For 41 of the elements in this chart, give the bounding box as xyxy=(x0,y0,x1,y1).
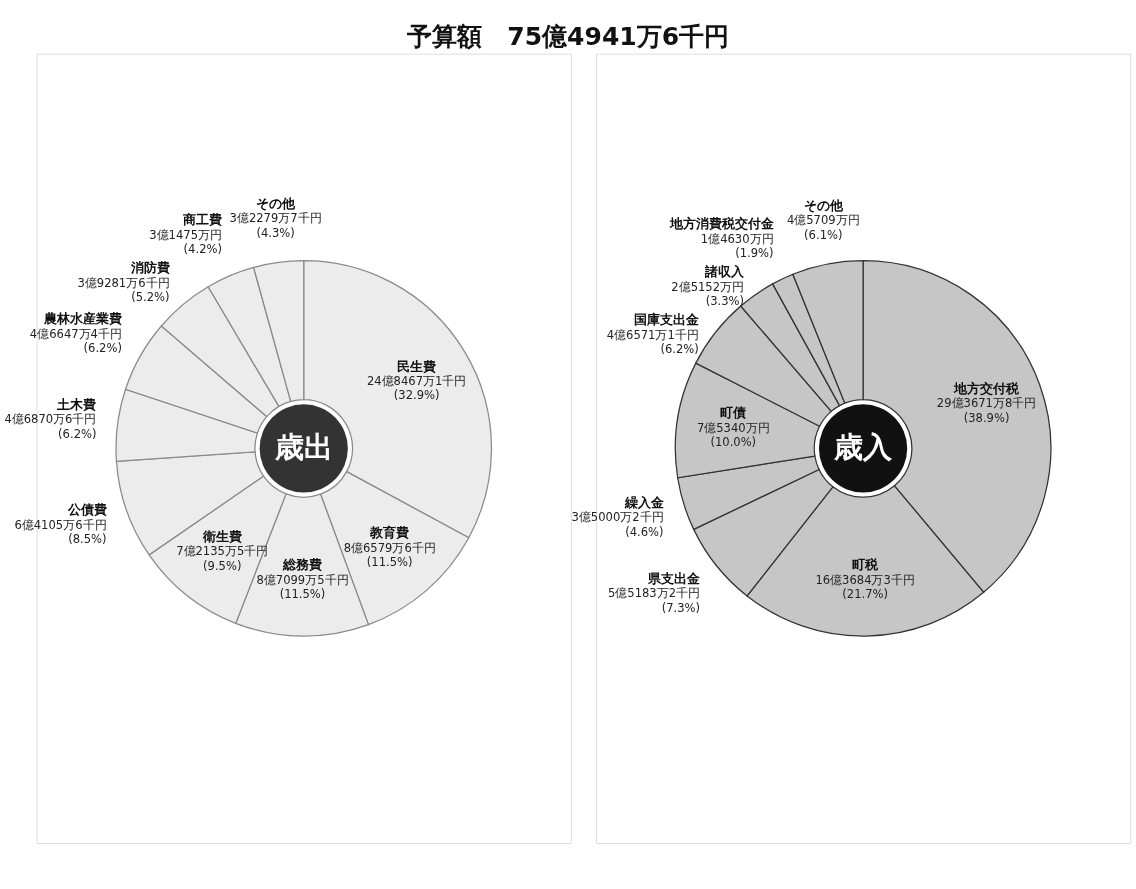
text: 歳入 xyxy=(833,430,894,465)
data-label: 4億5709万円 (6.1%) xyxy=(786,213,860,242)
slice-label: 総務費 xyxy=(282,556,322,573)
data-label: 3億1475万円 (4.2%) xyxy=(149,227,222,257)
slice-label: その他 xyxy=(803,197,844,214)
slice-label: 土木費 xyxy=(56,395,97,412)
data-label: 29億3671万8千円 (38.9%) xyxy=(936,396,1037,425)
text: 歳出 xyxy=(273,430,333,465)
slice-label: 町税 xyxy=(852,556,880,573)
slice-label: 諸収入 xyxy=(704,263,746,280)
slice-label: 公債費 xyxy=(66,501,107,518)
data-label: 2億5152万円 (3.3%) xyxy=(671,279,745,309)
slice-label: 民生費 xyxy=(397,357,437,374)
data-label: 5億5183万2千円 (7.3%) xyxy=(607,586,701,615)
slice-label: 商工費 xyxy=(181,211,222,228)
data-label: 8億7099万5千円 (11.5%) xyxy=(256,572,349,602)
data-label: 4億6647万4千円 (6.2%) xyxy=(29,326,122,356)
slice-label: 衛生費 xyxy=(201,527,242,544)
slice-label: 県支出金 xyxy=(647,569,702,586)
data-label: 4億6571万1千円 (6.2%) xyxy=(606,327,699,357)
slice-label: 消防費 xyxy=(129,259,170,276)
data-label: 24億8467万1千円 (32.9%) xyxy=(366,373,467,403)
data-label: 7億2135万5千円 (9.5%) xyxy=(176,544,269,573)
text: 予算額 75億4941万6千円 xyxy=(406,21,730,51)
data-label: 3億9281万6千円 (5.2%) xyxy=(77,275,170,305)
slice-label: 農林水産業費 xyxy=(42,310,122,327)
data-label: 3億5000万2千円 (4.6%) xyxy=(571,510,664,539)
slice-label: 教育費 xyxy=(369,524,410,541)
data-label: 7億5340万円 (10.0%) xyxy=(696,420,770,450)
slice-label: 繰入金 xyxy=(623,493,665,510)
data-label: 3億2279万7千円 (4.3%) xyxy=(229,211,322,240)
slice-label: 国庫支出金 xyxy=(633,311,700,328)
data-label: 1億4630万円 (1.9%) xyxy=(700,231,774,261)
slice-label: 地方交付税 xyxy=(953,379,1021,396)
data-label: 8億6579万6千円 (11.5%) xyxy=(343,540,436,570)
slice-label: 町債 xyxy=(720,404,747,421)
slice-label: 地方消費税交付金 xyxy=(668,215,775,232)
data-label: 4億6870万6千円 (6.2%) xyxy=(4,412,97,441)
data-label: 6億4105万6千円 (8.5%) xyxy=(14,517,107,547)
data-label: 16億3684万3千円 (21.7%) xyxy=(815,572,915,602)
slice-label: その他 xyxy=(256,194,297,211)
